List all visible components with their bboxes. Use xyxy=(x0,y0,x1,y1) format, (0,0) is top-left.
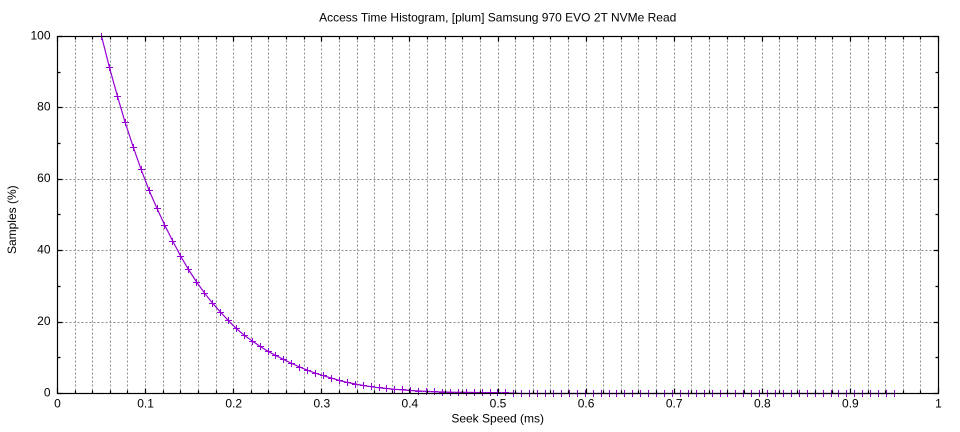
svg-text:Samples (%): Samples (%) xyxy=(5,185,19,254)
svg-text:0.2: 0.2 xyxy=(225,397,242,411)
svg-text:0.8: 0.8 xyxy=(754,397,771,411)
svg-text:0.6: 0.6 xyxy=(578,397,595,411)
svg-text:0: 0 xyxy=(44,385,51,399)
svg-text:20: 20 xyxy=(37,314,51,328)
svg-text:0.1: 0.1 xyxy=(137,397,154,411)
svg-text:0: 0 xyxy=(54,397,61,411)
svg-text:100: 100 xyxy=(30,28,50,42)
svg-text:0.9: 0.9 xyxy=(842,397,859,411)
svg-text:60: 60 xyxy=(37,171,51,185)
svg-text:1: 1 xyxy=(935,397,942,411)
svg-text:Seek Speed (ms): Seek Speed (ms) xyxy=(451,412,544,426)
svg-text:0.4: 0.4 xyxy=(402,397,419,411)
svg-text:40: 40 xyxy=(37,243,51,257)
svg-text:Access Time Histogram, [plum]: Access Time Histogram, [plum] Samsung 97… xyxy=(319,11,676,25)
svg-text:0.3: 0.3 xyxy=(313,397,330,411)
svg-text:0.7: 0.7 xyxy=(666,397,683,411)
svg-text:0.5: 0.5 xyxy=(490,397,507,411)
svg-text:80: 80 xyxy=(37,100,51,114)
